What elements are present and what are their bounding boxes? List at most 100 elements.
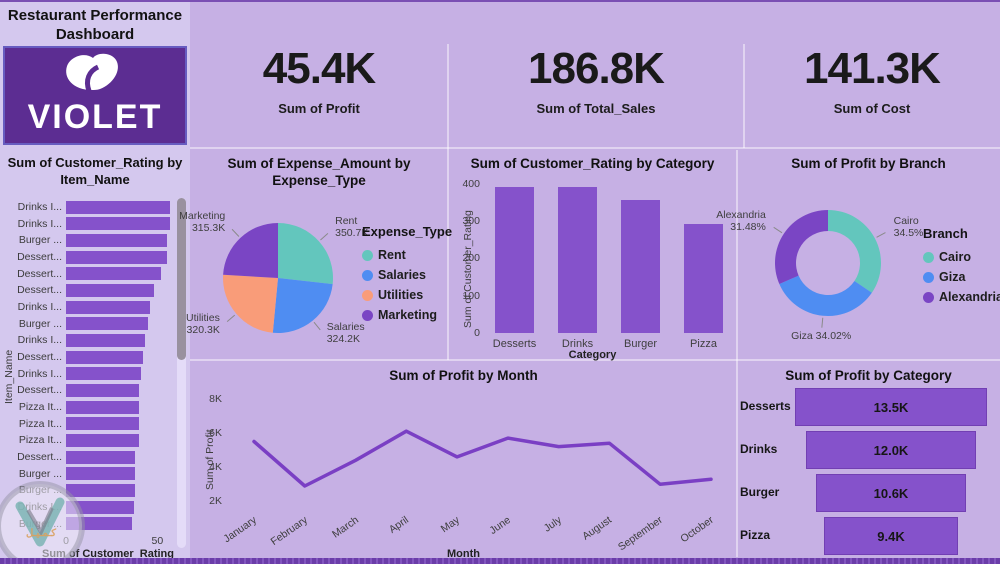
brand-logo: VIOLET [3,46,187,145]
branch-profit-panel: Cairo 34.5% Giza 34.02% Alexandria 31.48% Su… [716,148,1000,360]
legend-item-marketing[interactable]: Marketing [362,305,452,325]
item-row: Dessert... [0,349,172,365]
legend-item-rent[interactable]: Rent [362,245,452,265]
bar-drinks[interactable] [558,187,597,333]
bar[interactable] [66,350,143,364]
donut-slice-cairo[interactable] [828,210,881,293]
legend-swatch-icon [923,271,934,283]
scrollbar-track[interactable] [177,198,186,548]
y-axis-tick: 8K [209,392,222,405]
funnel-bar-desserts[interactable]: 13.5K [795,388,987,426]
y-axis-tick: 400 [462,177,480,190]
bar[interactable] [66,333,145,347]
dashboard-title: Restaurant Performance Dashboard [7,7,183,43]
bar[interactable] [66,417,140,431]
bar-track [66,217,172,231]
bar[interactable] [66,483,136,497]
bar[interactable] [66,267,162,281]
bar[interactable] [66,400,140,414]
legend-item-giza[interactable]: Giza [923,267,1000,287]
panel-divider [736,150,738,557]
legend-title: Branch [923,226,968,241]
legend-label: Cairo [939,250,971,264]
bar-pizza[interactable] [684,224,723,333]
funnel-bar-pizza[interactable]: 9.4K [824,517,958,555]
item-label: Drinks I... [17,217,62,230]
bar[interactable] [66,383,140,397]
pie-slice-marketing[interactable] [223,223,278,278]
bar-track [66,383,172,397]
profit-line-series[interactable] [252,429,713,488]
expense-pie-title: Sum of Expense_Amount by Expense_Type [227,156,411,188]
callout-leader [320,232,329,241]
callout-leader [773,226,783,234]
item-row: Pizza It... [0,432,172,448]
legend-item-alexandria[interactable]: Alexandria [923,287,1000,307]
kpi-value: 186.8K [528,44,665,93]
legend-item-salaries[interactable]: Salaries [362,265,452,285]
category-rating-chart: 0 100 200 300 400 Desserts Drinks Burger Pizza [448,148,737,360]
expense-pie-panel: Rent 350.7K Salaries 324.2K Utilities 320.3K M… [179,148,452,360]
legend-label: Salaries [378,268,426,282]
pie-slice-salaries[interactable] [272,278,333,333]
category-label: Desserts [740,399,791,413]
item-row: Pizza It... [0,416,172,432]
legend-item-cairo[interactable]: Cairo [923,247,1000,267]
item-row: Burger ... [0,232,172,248]
bar[interactable] [66,433,140,447]
funnel-bar-burger[interactable]: 10.6K [815,474,967,512]
legend-swatch-icon [362,269,373,281]
scrollbar-thumb[interactable] [177,198,186,360]
bar[interactable] [66,250,167,264]
item-label: Pizza It... [18,434,62,447]
bar-track [66,400,172,414]
bar[interactable] [66,367,141,381]
data-label: Marketing 315.3K [179,210,226,235]
bar-burger[interactable] [621,199,660,333]
watermark-text: كـمـيـل [26,528,56,539]
bar[interactable] [66,217,171,231]
bar-desserts[interactable] [495,186,534,333]
bar-track [66,350,172,364]
bar[interactable] [66,467,136,481]
bar[interactable] [66,450,136,464]
bar[interactable] [66,283,154,297]
kpi-label: Sum of Profit [278,101,360,116]
y-axis-tick: 6K [209,426,222,439]
x-axis-label: Desserts [492,338,537,350]
donut-slice-alexandria[interactable] [775,210,828,284]
bar-track [66,417,172,431]
bar[interactable] [66,500,134,514]
month-profit-title: Sum of Profit by Month [389,368,538,383]
pie-slice-rent[interactable] [278,223,333,285]
legend-label: Alexandria [939,290,1000,304]
bar[interactable] [66,300,151,314]
bar-track [66,367,172,381]
bar-track [66,433,172,447]
item-row: Drinks I... [0,216,172,232]
category-label: Pizza [740,528,771,542]
legend-label: Utilities [378,288,424,302]
bar[interactable] [66,200,171,214]
x-axis-label: Burger [623,338,658,350]
x-axis-tick: 50 [151,535,164,547]
bar[interactable] [66,317,149,331]
legend-item-utilities[interactable]: Utilities [362,285,452,305]
bar[interactable] [66,233,167,247]
bar-track [66,233,172,247]
category-label: Burger [740,485,780,499]
donut-svg [773,210,886,328]
bottom-edge-strip [0,558,1000,564]
kpi-value: 141.3K [804,44,941,93]
kpi-value: 45.4K [262,44,376,93]
kpi-label: Sum of Total_Sales [536,101,656,116]
funnel-bar-drinks[interactable]: 12.0K [805,431,977,469]
item-row: Pizza It... [0,399,172,415]
legend-swatch-icon [362,309,373,321]
callout-leader [313,321,321,331]
donut-slice-giza[interactable] [779,275,872,316]
item-rating-title: Sum of Customer_Rating by Item_Name [7,155,183,187]
pie-slice-utilities[interactable] [223,274,278,333]
y-axis-tick: 300 [462,215,480,228]
